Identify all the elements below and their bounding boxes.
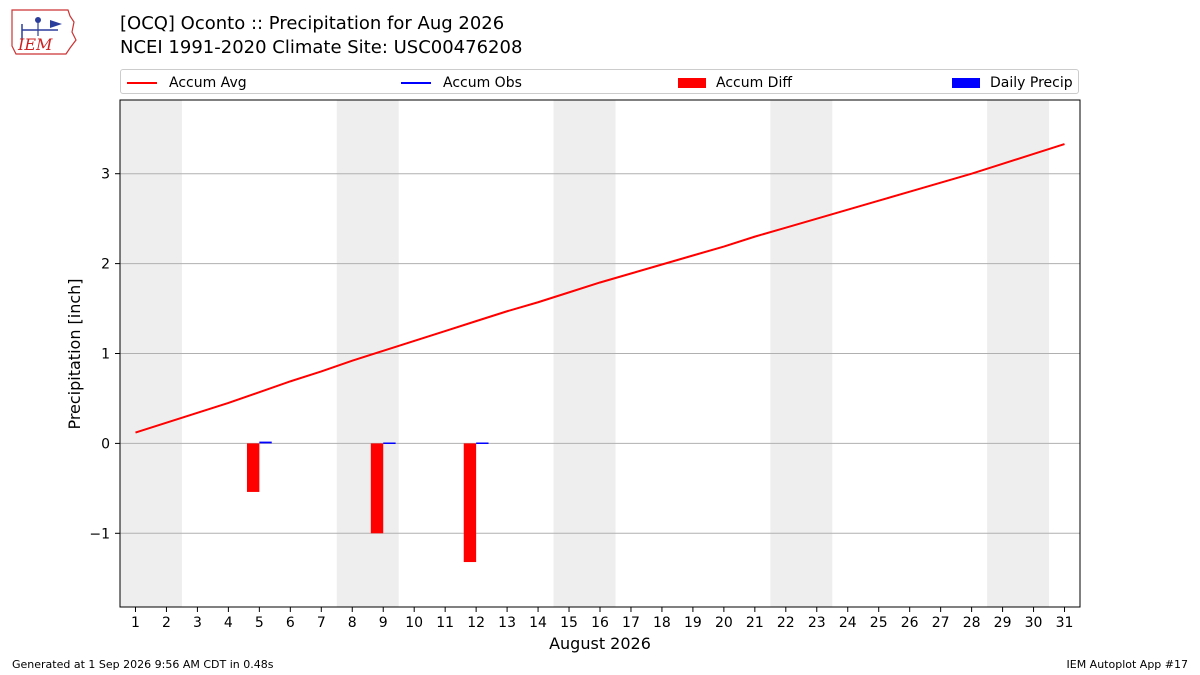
line-marks bbox=[135, 143, 1065, 434]
x-tick-label: 13 bbox=[498, 615, 516, 631]
x-tick-label: 21 bbox=[746, 615, 764, 631]
x-tick-label: 12 bbox=[467, 615, 485, 631]
title-line-1: [OCQ] Oconto :: Precipitation for Aug 20… bbox=[120, 13, 505, 34]
legend-swatch-accum-diff bbox=[678, 77, 706, 88]
x-tick-label: 17 bbox=[622, 615, 640, 631]
daily-precip-bar bbox=[476, 442, 489, 444]
legend-swatch-accum-avg bbox=[127, 81, 157, 84]
x-tick-label: 29 bbox=[994, 615, 1012, 631]
legend-label-accum-obs: Accum Obs bbox=[443, 74, 522, 91]
x-tick-label: 18 bbox=[653, 615, 671, 631]
legend: Accum Avg Accum Obs Accum Diff Daily Pre… bbox=[120, 69, 1079, 94]
legend-swatch-accum-obs bbox=[401, 81, 431, 84]
footer-app: IEM Autoplot App #17 bbox=[1066, 658, 1189, 671]
legend-label-accum-avg: Accum Avg bbox=[169, 74, 247, 91]
iem-logo: IEM bbox=[11, 9, 77, 55]
x-tick-label: 31 bbox=[1056, 615, 1074, 631]
x-tick-label: 16 bbox=[591, 615, 609, 631]
accum-avg-line bbox=[135, 143, 1065, 434]
accum-diff-bar bbox=[370, 443, 384, 534]
footer-generated: Generated at 1 Sep 2026 9:56 AM CDT in 0… bbox=[12, 658, 274, 671]
title-line-2: NCEI 1991-2020 Climate Site: USC00476208 bbox=[120, 37, 523, 58]
x-axis-ticks: 1 2 3 4 5 6 7 8 9 10 11 12 13 14 15 16 17 18 19 20 21 22 23 24 2… bbox=[131, 607, 1073, 631]
legend-item-accum-diff: Accum Diff bbox=[678, 70, 792, 95]
x-tick-label: 7 bbox=[317, 615, 326, 631]
y-tick-label: −1 bbox=[89, 526, 110, 542]
bar-marks bbox=[246, 441, 489, 563]
y-tick-label: 3 bbox=[101, 167, 110, 183]
x-tick-label: 3 bbox=[193, 615, 202, 631]
y-tick-label: 0 bbox=[101, 436, 110, 452]
logo-text: IEM bbox=[17, 35, 53, 54]
y-tick-label: 2 bbox=[101, 257, 110, 273]
x-tick-label: 23 bbox=[808, 615, 826, 631]
legend-swatch-daily-precip bbox=[952, 77, 980, 88]
legend-label-accum-diff: Accum Diff bbox=[716, 74, 793, 91]
x-tick-label: 19 bbox=[684, 615, 702, 631]
x-tick-label: 25 bbox=[870, 615, 888, 631]
x-tick-label: 22 bbox=[777, 615, 795, 631]
x-tick-label: 14 bbox=[529, 615, 547, 631]
x-tick-label: 9 bbox=[379, 615, 388, 631]
x-tick-label: 26 bbox=[901, 615, 919, 631]
x-tick-label: 6 bbox=[286, 615, 295, 631]
x-tick-label: 10 bbox=[405, 615, 423, 631]
x-tick-label: 11 bbox=[436, 615, 454, 631]
daily-precip-bar bbox=[259, 441, 272, 444]
x-tick-label: 1 bbox=[131, 615, 140, 631]
x-tick-label: 2 bbox=[162, 615, 171, 631]
x-tick-label: 27 bbox=[932, 615, 950, 631]
x-tick-label: 15 bbox=[560, 615, 578, 631]
x-tick-label: 20 bbox=[715, 615, 733, 631]
y-gridlines bbox=[120, 173, 1080, 534]
legend-item-daily-precip: Daily Precip bbox=[952, 70, 1073, 95]
legend-item-accum-avg: Accum Avg bbox=[127, 70, 247, 95]
daily-precip-bar bbox=[383, 442, 396, 444]
y-axis-label: Precipitation [inch] bbox=[65, 278, 84, 429]
x-tick-label: 5 bbox=[255, 615, 264, 631]
y-tick-label: 1 bbox=[101, 347, 110, 363]
x-tick-label: 4 bbox=[224, 615, 233, 631]
accum-diff-bar bbox=[246, 443, 260, 492]
chart-title: [OCQ] Oconto :: Precipitation for Aug 20… bbox=[120, 12, 522, 60]
x-tick-label: 24 bbox=[839, 615, 857, 631]
legend-item-accum-obs: Accum Obs bbox=[401, 70, 522, 95]
legend-label-daily-precip: Daily Precip bbox=[990, 74, 1073, 91]
x-tick-label: 30 bbox=[1025, 615, 1043, 631]
y-axis-ticks: −1 0 1 2 3 bbox=[89, 167, 120, 542]
x-tick-label: 8 bbox=[348, 615, 357, 631]
accum-diff-bar bbox=[463, 443, 477, 563]
x-axis-label: August 2026 bbox=[549, 634, 651, 653]
x-tick-label: 28 bbox=[963, 615, 981, 631]
